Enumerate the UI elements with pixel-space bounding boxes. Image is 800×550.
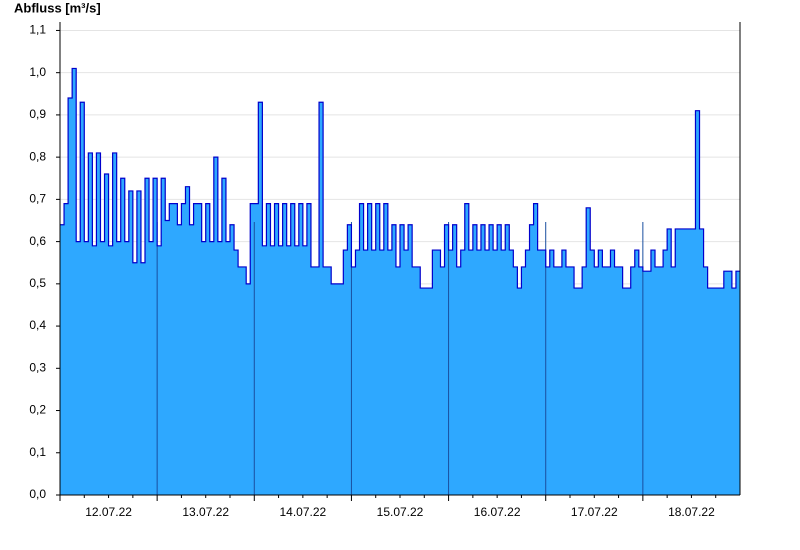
- x-tick-label: 14.07.22: [279, 505, 326, 519]
- y-tick-label: 0,2: [29, 403, 46, 417]
- x-tick-label: 17.07.22: [571, 505, 618, 519]
- line: [60, 67, 740, 289]
- y-tick-label: 0,4: [29, 318, 46, 332]
- x-tick-label: 13.07.22: [182, 505, 229, 519]
- x-tick-label: 16.07.22: [474, 505, 521, 519]
- y-tick-label: 0,3: [29, 360, 46, 374]
- y-tick-label: 1,1: [29, 23, 46, 37]
- y-tick-label: 1,0: [29, 65, 46, 79]
- y-tick-label: 0,7: [29, 192, 46, 206]
- y-tick-label: 0,6: [29, 234, 46, 248]
- y-tick-label: 0,8: [29, 149, 46, 163]
- y-tick-label: 0,0: [29, 487, 46, 501]
- y-tick-label: 0,1: [29, 445, 46, 459]
- area: [60, 68, 740, 496]
- y-tick-label: 0,5: [29, 276, 46, 290]
- y-tick-label: 0,9: [29, 107, 46, 121]
- x-tick-label: 15.07.22: [377, 505, 424, 519]
- x-tick-label: 12.07.22: [85, 505, 132, 519]
- x-tick-label: 18.07.22: [668, 505, 715, 519]
- y-axis-title: Abfluss [m³/s]: [14, 0, 101, 15]
